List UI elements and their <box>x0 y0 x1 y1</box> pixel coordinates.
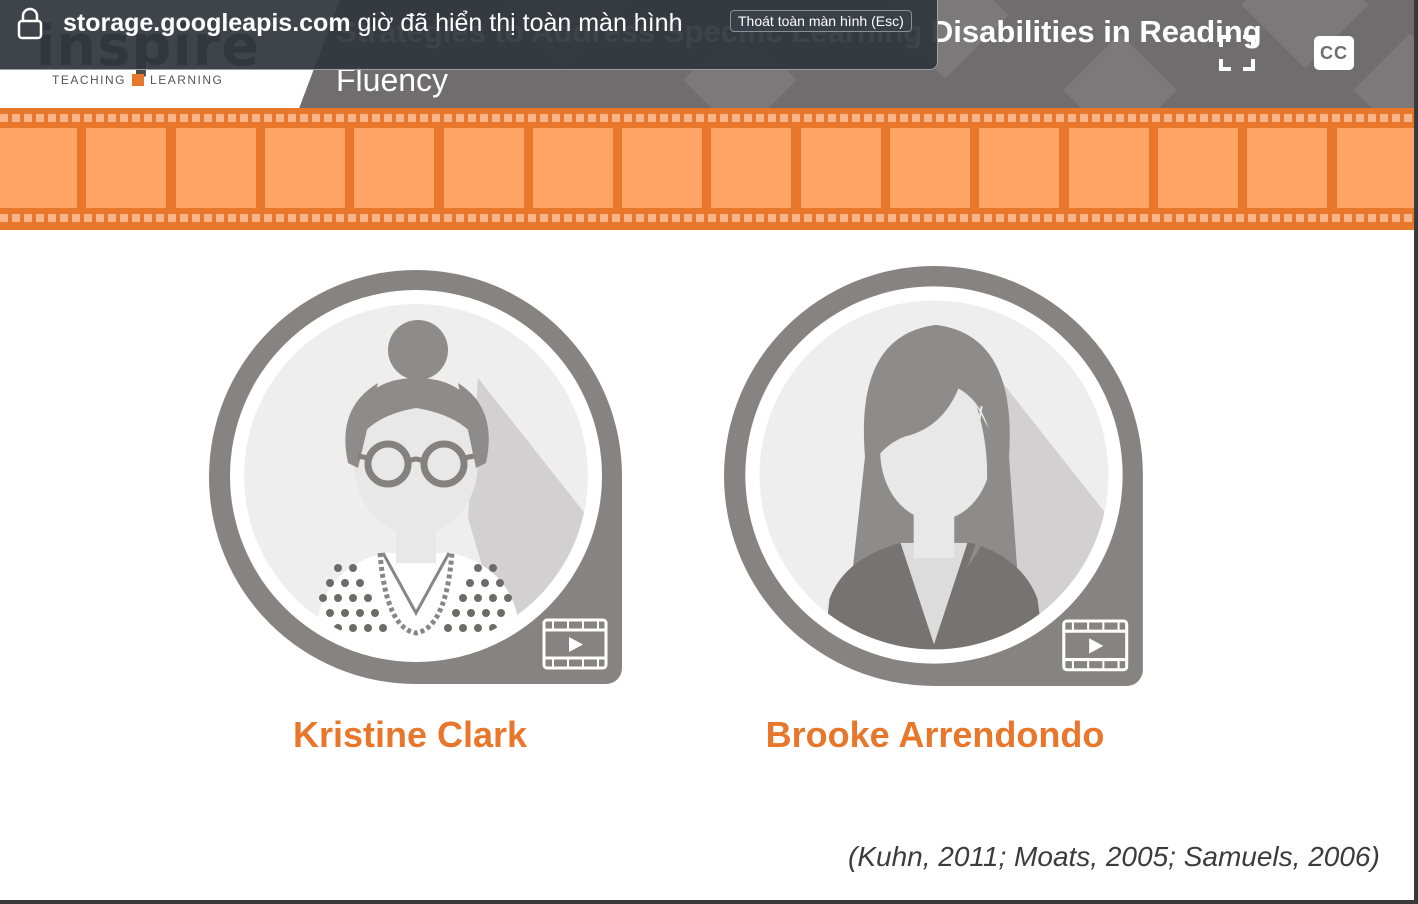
film-frame <box>1336 128 1417 208</box>
film-sprocket-holes-top <box>0 114 1418 122</box>
film-frame <box>1157 128 1238 208</box>
film-frame <box>86 128 167 208</box>
fullscreen-icon <box>1219 35 1255 71</box>
film-frame <box>1247 128 1328 208</box>
window-border-bottom <box>0 900 1418 904</box>
film-frames <box>0 128 1418 208</box>
film-frame <box>711 128 792 208</box>
fullscreen-button[interactable] <box>1219 35 1255 71</box>
film-frame <box>354 128 435 208</box>
logo-tagline: TEACHING LEARNING <box>52 73 223 87</box>
film-sprocket-holes-bottom <box>0 214 1418 222</box>
film-frame <box>890 128 970 208</box>
film-frame <box>979 128 1060 208</box>
woman-with-bun-and-glasses-icon[interactable] <box>208 268 628 688</box>
video-badge <box>542 618 608 670</box>
fullscreen-message-text: giờ đã hiển thị toàn màn hình <box>357 9 683 37</box>
person-name-brooke[interactable]: Brooke Arrendondo <box>765 714 1105 755</box>
header-pattern-tile <box>1353 33 1418 108</box>
film-frame <box>175 128 256 208</box>
fullscreen-message: storage.googleapis.com giờ đã hiển thị t… <box>63 9 682 38</box>
closed-captions-button[interactable]: CC <box>1314 36 1354 70</box>
woman-long-hair-icon[interactable] <box>723 264 1149 690</box>
film-frame <box>443 128 524 208</box>
logo-square-icon <box>132 74 145 86</box>
window-border-right <box>1414 0 1418 904</box>
logo-tagline-left: TEACHING <box>52 73 127 87</box>
film-frame <box>264 128 345 208</box>
film-strip-banner <box>0 108 1418 230</box>
logo-tagline-right: LEARNING <box>150 73 224 87</box>
film-frame <box>1068 128 1149 208</box>
film-frame <box>800 128 881 208</box>
fullscreen-notification: storage.googleapis.com giờ đã hiển thị t… <box>0 0 938 70</box>
person-name-kristine[interactable]: Kristine Clark <box>292 714 528 755</box>
film-frame <box>532 128 613 208</box>
exit-fullscreen-button[interactable]: Thoát toàn màn hình (Esc) <box>730 10 912 32</box>
site-domain: storage.googleapis.com <box>63 9 351 37</box>
film-frame <box>622 128 703 208</box>
citation-text: (Kuhn, 2011; Moats, 2005; Samuels, 2006) <box>848 841 1380 872</box>
lock-icon <box>17 7 43 40</box>
film-frame <box>0 128 77 208</box>
video-badge <box>1062 619 1129 672</box>
